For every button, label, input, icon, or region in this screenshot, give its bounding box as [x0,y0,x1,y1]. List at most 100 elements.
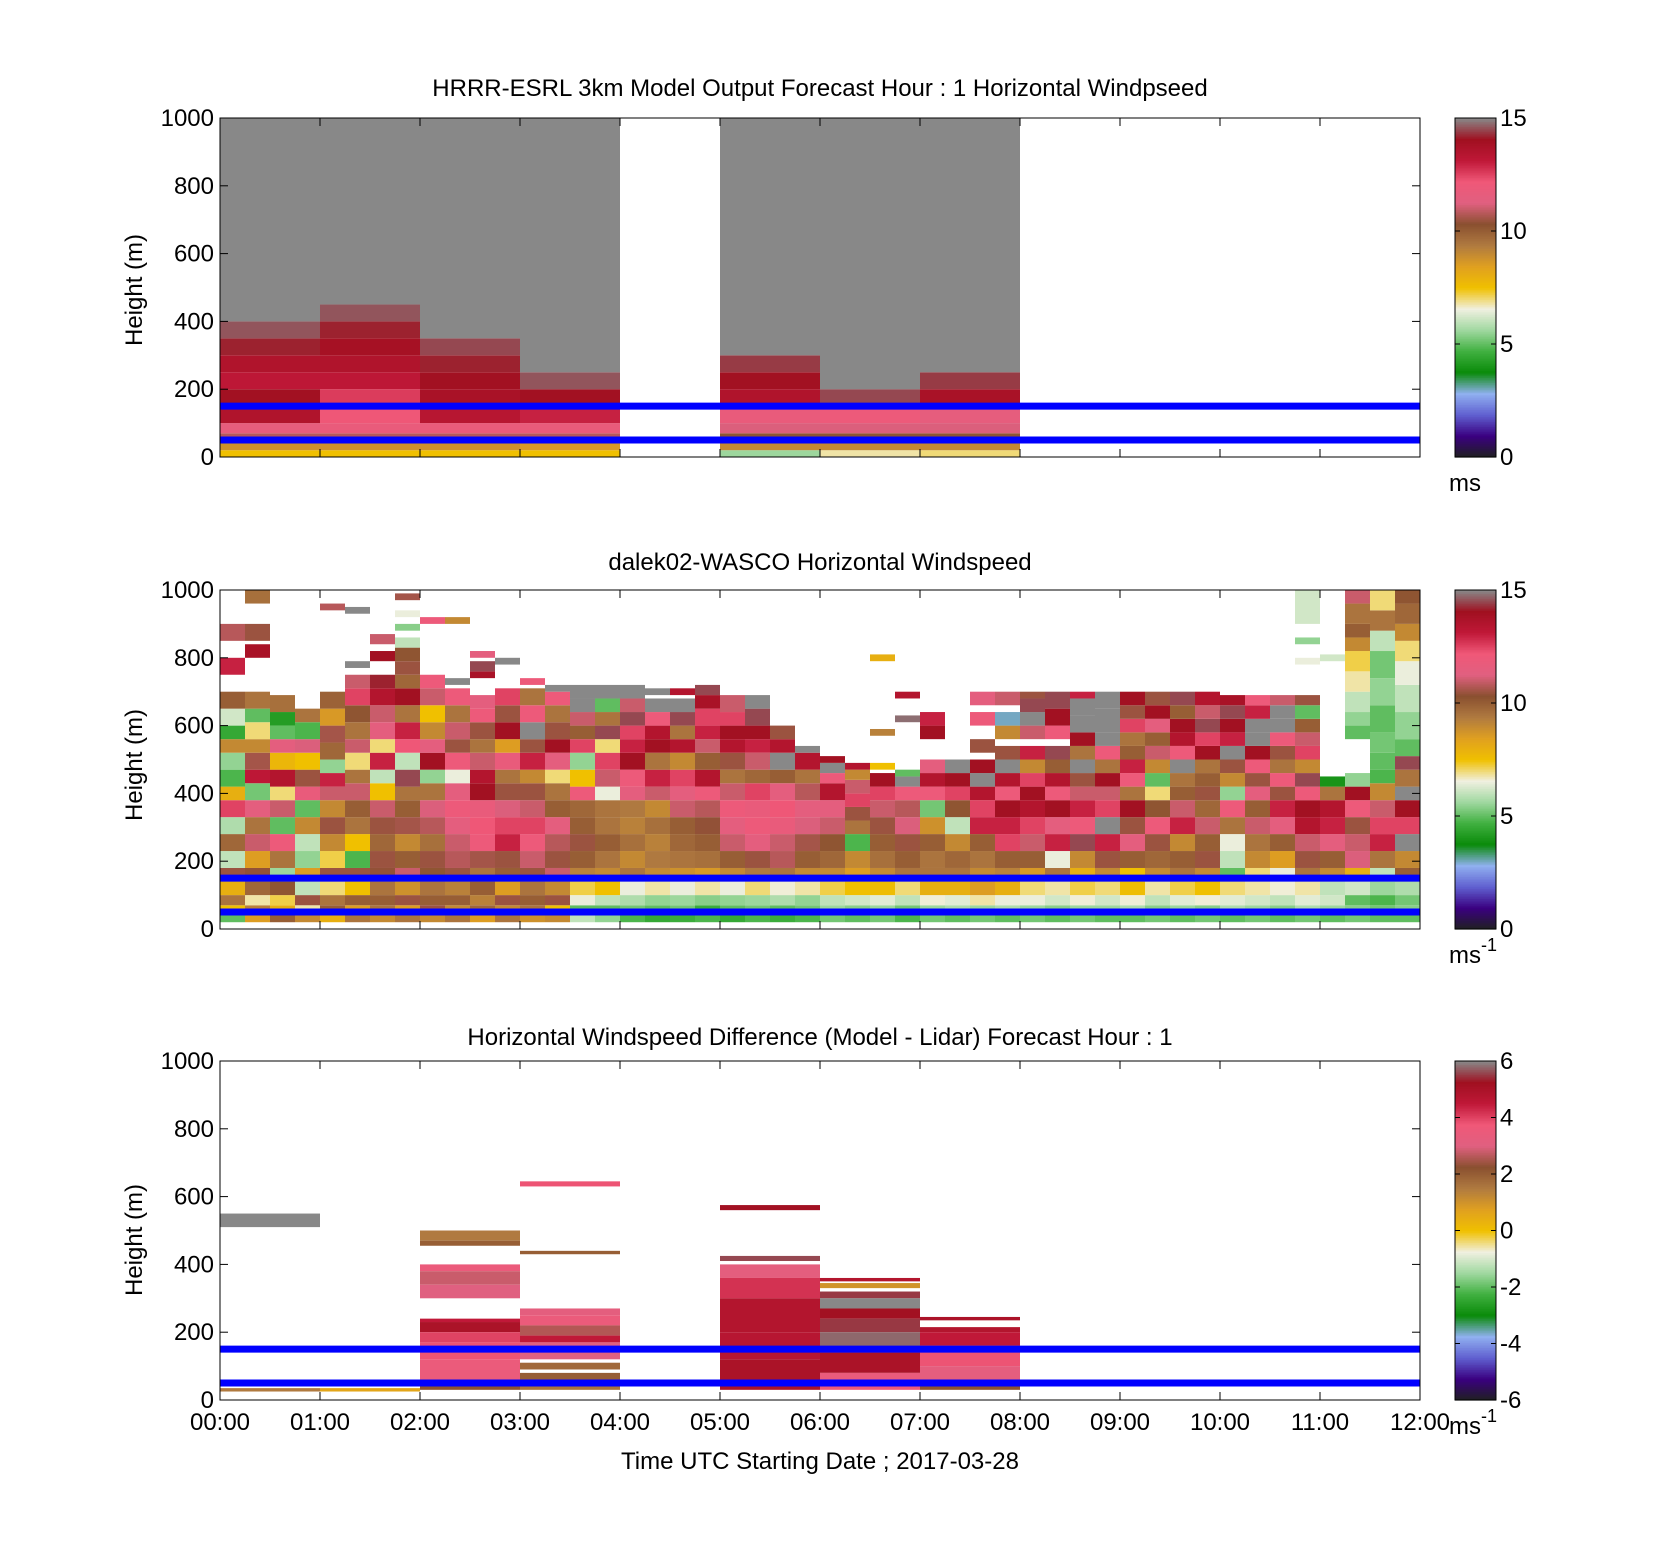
colorbar-segment [1455,1306,1496,1310]
heatmap-cell [920,1316,1020,1321]
heatmap-cell [345,674,370,689]
heatmap-cell [395,688,420,706]
colorbar-segment [1455,625,1496,628]
heatmap-cell [370,688,395,706]
colorbar-segment [1455,867,1496,871]
heatmap-cell [1170,915,1195,923]
heatmap-cell [820,1352,920,1373]
colorbar-segment [1455,290,1496,294]
heatmap-cell [845,881,870,896]
colorbar-segment [1455,590,1496,593]
heatmap-cell [970,915,995,923]
colorbar-segment [1455,786,1496,789]
heatmap-cell [770,769,795,784]
y-tick-label: 0 [201,444,214,471]
colorbar-segment [1455,823,1496,827]
heatmap-cell [445,881,470,896]
heatmap-cell [1395,684,1420,713]
heatmap-cell [1345,671,1370,692]
colorbar-segment [1455,1099,1496,1103]
heatmap-cell [720,725,745,740]
heatmap-cell [1020,786,1045,801]
colorbar-segment [1455,179,1496,182]
heatmap-cell [1245,695,1270,706]
heatmap-cell [1320,851,1345,868]
colorbar-segment [1455,187,1496,190]
y-tick-label: 600 [174,1184,214,1211]
colorbar-segment [1455,433,1496,436]
colorbar-segment [1455,158,1496,161]
heatmap-cell [395,915,420,923]
colorbar-segment [1455,395,1496,399]
heatmap-cell [370,722,395,740]
colorbar-segment [1455,730,1496,733]
colorbar-segment [1455,1228,1496,1232]
heatmap-cell [595,786,620,801]
heatmap-cell [345,915,370,923]
heatmap-cell [870,773,895,787]
colorbar-segment [1455,1086,1496,1089]
colorbar-segment [1455,706,1496,710]
colorbar-segment [1455,1294,1496,1298]
heatmap-cell [420,1284,520,1299]
heatmap-cell [845,834,870,852]
heatmap-cell [920,712,945,726]
colorbar-segment [1455,348,1496,351]
colorbar-segment [1455,691,1496,694]
heatmap-cell [970,739,995,753]
colorbar-segment [1455,409,1496,412]
heatmap-cell [1170,732,1195,746]
colorbar-segment [1455,1176,1496,1179]
colorbar-segment [1455,681,1496,684]
colorbar-segment [1455,429,1496,433]
heatmap-cell [920,817,945,835]
heatmap-cell [770,851,795,868]
colorbar-segment [1455,742,1496,745]
heatmap-cell [895,769,920,777]
colorbar-segment [1455,676,1496,679]
heatmap-cell [745,851,770,868]
heatmap-cell [320,1388,420,1392]
colorbar-segment [1455,1281,1496,1284]
heatmap-cell [1070,851,1095,868]
heatmap-cell [220,739,245,753]
colorbar-segment [1455,852,1496,856]
heatmap-cell [1120,691,1145,706]
heatmap-cell [1370,895,1395,906]
colorbar-segment [1455,1216,1496,1220]
heatmap-cell [595,881,620,896]
heatmap-cell [570,698,595,713]
heatmap-cell [1195,895,1220,906]
colorbar-segment [1455,265,1496,268]
heatmap-cell [270,881,295,896]
heatmap-cell [495,752,520,770]
heatmap-cell [1395,661,1420,685]
heatmap-cell [745,881,770,896]
heatmap-cell [420,338,520,356]
heatmap-cell [295,851,320,868]
colorbar-segment [1455,1264,1496,1267]
colorbar-segment [1455,1157,1496,1160]
heatmap-cell [270,895,295,906]
heatmap-cell [420,769,445,784]
heatmap-cell [220,355,320,373]
heatmap-cell [920,372,1020,390]
colorbar-segment [1455,1371,1496,1374]
heatmap-cell [570,895,595,906]
colorbar-segment [1455,1106,1496,1110]
heatmap-cell [1270,786,1295,801]
colorbar-segment [1455,712,1496,715]
colorbar-segment [1455,1257,1496,1260]
colorbar-segment [1455,883,1496,886]
heatmap-cell [545,705,570,723]
heatmap-cell [1170,759,1195,774]
colorbar-segment [1455,407,1496,411]
heatmap-cell [520,1372,620,1380]
heatmap-cell [1295,800,1320,818]
heatmap-cell [445,688,470,706]
heatmap-cell [820,834,845,852]
colorbar-segment [1455,754,1496,757]
heatmap-cell [520,1181,620,1187]
heatmap-cell [295,769,320,787]
colorbar-segment [1455,1211,1496,1215]
